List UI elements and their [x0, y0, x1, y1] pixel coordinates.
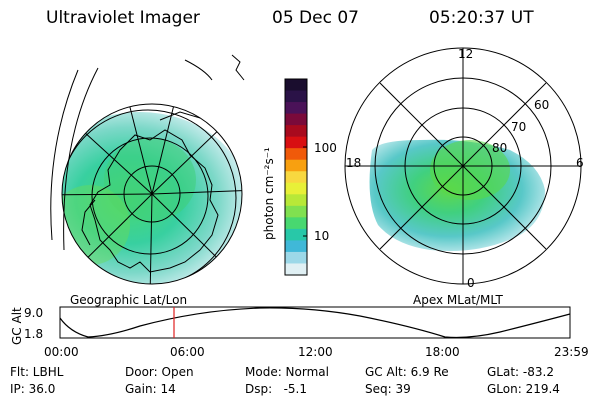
time-tick-1200: 12:00	[298, 345, 333, 359]
info-glon: GLon: 219.4	[487, 382, 560, 396]
lat-label-60: 60	[534, 98, 550, 112]
mlt-label-18: 18	[346, 156, 362, 170]
altitude-ytick-min: 1.8	[24, 327, 44, 341]
time-tick-1800: 18:00	[425, 345, 460, 359]
colorbar-segment	[285, 171, 307, 184]
colorbar-segment	[285, 90, 307, 103]
info-mode: Mode: Normal	[245, 365, 329, 379]
time-tick-0600: 06:00	[170, 345, 205, 359]
lat-label-80: 80	[492, 141, 508, 155]
colorbar-segment	[285, 251, 307, 265]
colorbar-segment	[285, 263, 307, 276]
time-label: 05:20:37 UT	[429, 8, 534, 28]
instrument-title: Ultraviolet Imager	[46, 8, 200, 28]
altitude-ylabel: GC Alt	[10, 307, 24, 345]
colorbar-unit-label: photon cm⁻²s⁻¹	[262, 147, 276, 240]
altitude-curve	[59, 307, 571, 339]
altitude-ytick-max: 9.0	[24, 306, 44, 320]
lat-label-70: 70	[511, 120, 527, 134]
info-ip: IP: 36.0	[10, 382, 56, 396]
info-door: Door: Open	[125, 365, 194, 379]
info-seq: Seq: 39	[365, 382, 411, 396]
colorbar-tick-10: 10	[314, 229, 330, 243]
colorbar-tick-100: 100	[314, 141, 337, 155]
colorbar-segment	[285, 136, 307, 149]
magnetic-map	[344, 47, 582, 285]
colorbar-segment	[285, 182, 307, 195]
colorbar-segment	[285, 194, 307, 207]
colorbar-segment	[285, 113, 307, 126]
geographic-map	[50, 54, 245, 285]
map-boundary	[61, 103, 243, 285]
info-glat: GLat: -83.2	[487, 365, 554, 379]
mlt-label-12: 12	[458, 47, 474, 61]
colorbar-segment	[285, 102, 307, 115]
colorbar-segment	[285, 125, 307, 138]
colorbar-segment	[285, 148, 307, 161]
altitude-plot	[59, 306, 571, 339]
colorbar-segment	[285, 79, 307, 92]
info-dsp: Dsp: -5.1	[245, 382, 308, 396]
colorbar-segment	[285, 205, 307, 218]
time-tick-2359: 23:59	[554, 345, 589, 359]
time-tick-0000: 00:00	[44, 345, 79, 359]
date-label: 05 Dec 07	[272, 8, 359, 28]
plot-frame	[59, 306, 571, 339]
info-filter: Flt: LBHL	[10, 365, 64, 379]
mlt-label-0: 0	[467, 276, 475, 290]
right-map-label: Apex MLat/MLT	[413, 293, 503, 307]
mlt-label-6: 6	[576, 156, 584, 170]
colorbar-segment	[285, 159, 307, 172]
colorbar-segment	[285, 228, 307, 242]
colorbar-segment	[285, 240, 307, 253]
coastline	[89, 129, 219, 273]
info-gc-alt: GC Alt: 6.9 Re	[365, 365, 449, 379]
info-gain: Gain: 14	[125, 382, 176, 396]
left-map-label: Geographic Lat/Lon	[70, 293, 188, 307]
colorbar	[284, 78, 308, 276]
colorbar-segment	[285, 217, 307, 230]
colorbar-frame	[284, 78, 308, 276]
